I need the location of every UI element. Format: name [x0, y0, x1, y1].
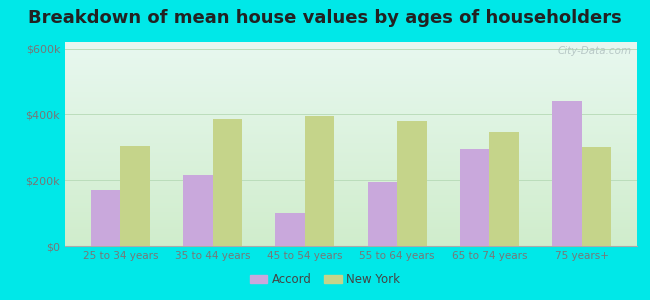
Text: Breakdown of mean house values by ages of householders: Breakdown of mean house values by ages o… — [28, 9, 622, 27]
Text: City-Data.com: City-Data.com — [557, 46, 631, 56]
Legend: Accord, New York: Accord, New York — [245, 269, 405, 291]
Bar — [305, 116, 334, 246]
Bar — [91, 190, 120, 246]
Bar — [213, 119, 242, 246]
Bar — [120, 146, 150, 246]
Bar — [397, 121, 426, 246]
Bar — [582, 147, 611, 246]
Bar — [183, 175, 213, 246]
Bar — [489, 133, 519, 246]
Bar — [368, 182, 397, 246]
Bar — [276, 213, 305, 246]
Bar — [460, 149, 489, 246]
Bar — [552, 101, 582, 246]
